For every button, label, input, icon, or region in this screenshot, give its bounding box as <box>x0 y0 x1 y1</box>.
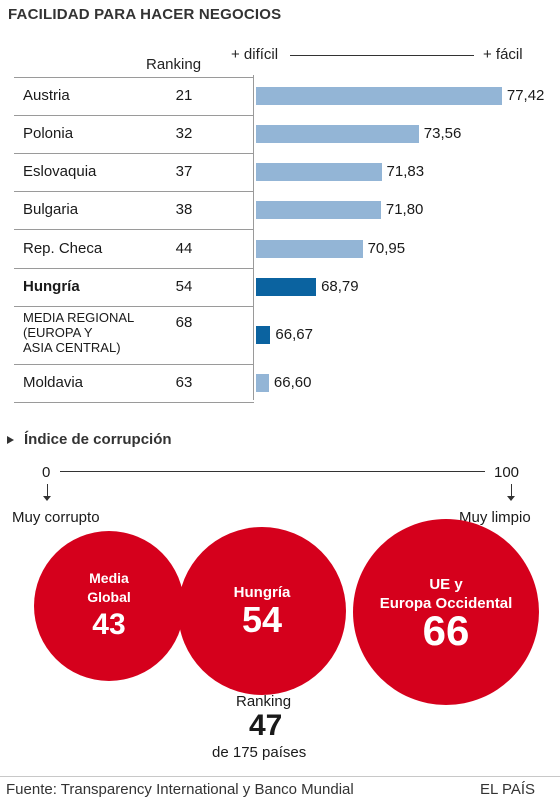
scale-max-tick <box>511 484 512 497</box>
bubble-label: Media <box>89 569 129 586</box>
row-divider <box>14 268 254 269</box>
bar <box>256 163 382 181</box>
bar <box>256 201 381 219</box>
bubble-value: 54 <box>241 599 283 641</box>
bar-value-label: 71,83 <box>386 163 425 180</box>
bar-value-label: 66,67 <box>275 326 313 343</box>
country-label: Eslovaquia <box>23 163 96 180</box>
country-label-line: Moldavia <box>23 374 84 391</box>
country-label: MEDIA REGIONAL (EUROPA Y ASIA CENTRAL) <box>23 310 134 355</box>
bubble: Media Global 43 <box>33 530 185 682</box>
country-label-line: Polonia <box>23 125 74 142</box>
scale-max-arrow-icon <box>507 496 515 501</box>
footer-source: Fuente: Transparency International y Ban… <box>6 781 354 798</box>
row-divider <box>14 191 254 192</box>
country-label-line: (EUROPA Y <box>23 325 93 340</box>
bar-value-label: 73,56 <box>423 125 462 142</box>
scale-min-tick <box>47 484 48 497</box>
bubble-value: 66 <box>422 607 470 654</box>
row-divider <box>14 153 254 154</box>
bar <box>256 374 269 392</box>
bubble-label: Global <box>87 588 131 605</box>
ranking-value: 32 <box>175 125 193 142</box>
axis-line <box>290 55 474 56</box>
row-divider <box>14 229 254 230</box>
country-label-line: Eslovaquia <box>23 163 97 180</box>
row-divider <box>14 306 254 307</box>
chart-title: FACILIDAD PARA HACER NEGOCIOS <box>8 6 282 23</box>
country-label-line: Hungría <box>23 278 80 295</box>
country-label: Hungría <box>23 278 80 295</box>
bar-value-label: 68,79 <box>321 278 359 295</box>
bar <box>256 326 271 344</box>
country-label: Polonia <box>23 125 73 142</box>
bubble: Hungría 54 <box>177 526 347 696</box>
scale-min-text: Muy corrupto <box>12 509 100 526</box>
bubble-label: UE y <box>429 576 463 593</box>
row-divider <box>14 402 254 403</box>
country-label-line: ASIA CENTRAL) <box>23 340 121 355</box>
corruption-title: Índice de corrupción <box>24 431 172 448</box>
ranking-label: Ranking <box>236 693 292 710</box>
country-label: Austria <box>23 87 70 104</box>
country-label-line: MEDIA REGIONAL <box>23 310 135 325</box>
bubble-label: Europa Occidental <box>379 595 513 612</box>
ranking-value: 21 <box>175 87 193 104</box>
ranking-value: 38 <box>175 201 193 218</box>
bar <box>256 278 317 296</box>
bubble-value: 43 <box>92 607 126 641</box>
ranking-value: 63 <box>175 374 193 391</box>
ranking-header: Ranking <box>146 56 202 73</box>
scale-max-text: Muy limpio <box>459 509 531 526</box>
country-label: Moldavia <box>23 374 83 391</box>
footer-brand: EL PAÍS <box>480 781 536 798</box>
ranking-value: 44 <box>175 239 193 257</box>
bar <box>256 87 502 105</box>
bubble: UE y Europa Occidental 66 <box>353 519 539 705</box>
axis-left-label: + difícil <box>231 46 279 63</box>
scale-min-label: 0 <box>42 464 51 481</box>
ranking-value: 37 <box>175 163 193 180</box>
row-divider <box>14 364 254 365</box>
scale-line <box>60 471 485 472</box>
country-label-line: Bulgaria <box>23 201 79 218</box>
bar-value-label: 77,42 <box>506 87 545 104</box>
country-label-line: Rep. Checa <box>23 239 103 257</box>
row-divider <box>14 77 254 78</box>
country-label: Rep. Checa <box>23 240 102 257</box>
table-divider <box>253 75 254 400</box>
ranking-value: 47 <box>249 709 283 742</box>
section-arrow-icon <box>7 436 14 444</box>
country-label: Bulgaria <box>23 201 78 218</box>
bar <box>256 125 419 143</box>
bar <box>256 239 363 258</box>
bar-value-label: 66,60 <box>273 374 312 391</box>
ranking-value: 68 <box>175 314 193 331</box>
ranking-sub: de 175 países <box>212 744 307 761</box>
footer-divider <box>0 776 560 777</box>
bar-value-label: 70,95 <box>367 239 406 257</box>
scale-min-arrow-icon <box>43 496 51 501</box>
axis-right-label: + fácil <box>483 46 523 63</box>
bubble-label: Hungría <box>233 584 291 602</box>
scale-max-label: 100 <box>494 464 520 481</box>
bar-value-label: 71,80 <box>385 201 424 218</box>
ranking-value: 54 <box>175 278 193 295</box>
row-divider <box>14 115 254 116</box>
country-label-line: Austria <box>23 87 70 104</box>
